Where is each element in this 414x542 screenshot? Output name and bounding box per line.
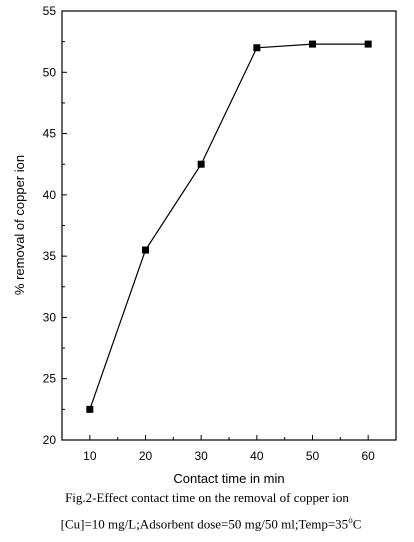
y-tick-label: 20 [43,433,57,447]
x-tick-label: 60 [361,449,375,463]
data-point [86,405,94,413]
x-tick-label: 10 [83,449,97,463]
data-point [142,246,149,254]
data-point [197,160,205,168]
x-axis-ticks: 10 20 30 40 50 60 [83,435,375,463]
y-tick-label: 50 [43,65,57,79]
degree-symbol: o [348,515,353,525]
plot-frame [61,10,397,441]
y-tick-label: 55 [43,4,57,18]
x-tick-label: 50 [306,449,320,463]
temperature-unit: C [352,516,362,532]
chart: 20 25 30 35 40 45 50 55 10 20 30 40 50 60 Contact ti… [12,4,397,486]
y-tick-label: 30 [43,310,57,324]
x-tick-label: 30 [194,449,208,463]
y-tick-label: 40 [43,188,57,202]
series-line [89,43,369,410]
y-axis-label: % removal of copper ion [12,155,27,295]
data-point [253,44,261,52]
conditions-text: [Cu]=10 mg/L;Adsorbent dose=50 mg/50 ml;… [60,516,349,532]
data-point [309,40,316,48]
x-tick-label: 20 [139,449,153,463]
figure-caption: Fig.2-Effect contact time on the removal… [65,490,349,505]
y-tick-label: 45 [43,127,57,141]
y-tick-label: 25 [43,372,57,386]
y-tick-label: 35 [43,249,57,263]
x-tick-label: 40 [250,449,264,463]
data-point [364,40,372,48]
y-axis-ticks: 20 25 30 35 40 45 50 55 [43,4,67,447]
x-axis-label: Contact time in min [173,471,284,486]
series-layer [86,40,372,413]
figure-conditions: [Cu]=10 mg/L;Adsorbent dose=50 mg/50 ml;… [8,515,414,532]
